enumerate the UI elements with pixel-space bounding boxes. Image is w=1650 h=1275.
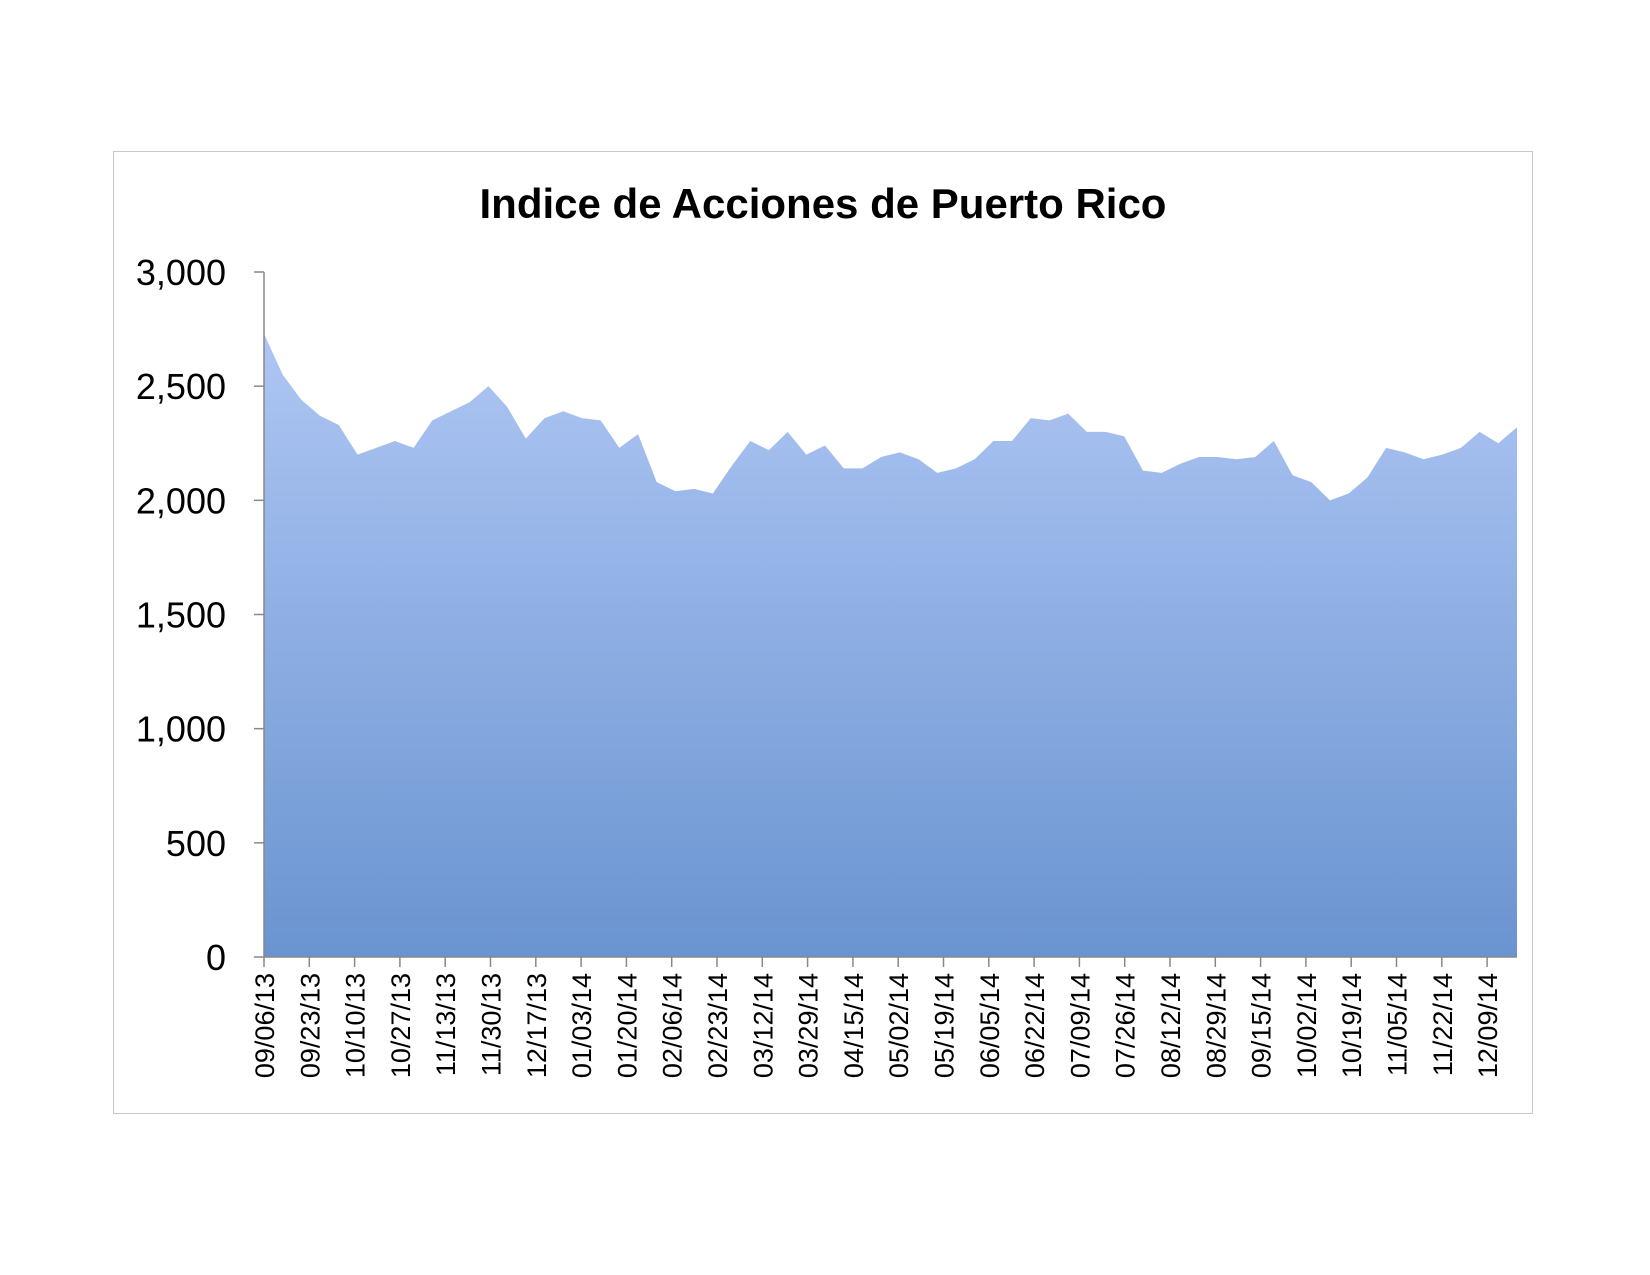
x-tick-label: 04/15/14 (839, 973, 869, 1078)
area-series (264, 333, 1517, 957)
y-tick-label: 500 (166, 823, 226, 864)
x-tick-label: 08/12/14 (1156, 973, 1186, 1078)
area-chart: 0 500 1,000 1,500 2,000 2,500 3,000 09/06/13 09… (136, 252, 1517, 1078)
x-tick-label: 06/22/14 (1020, 973, 1050, 1078)
x-tick-label: 03/29/14 (794, 973, 824, 1078)
x-tick-label: 06/05/14 (975, 973, 1005, 1078)
y-tick-label: 1,000 (136, 709, 226, 750)
x-tick-label: 10/27/13 (386, 973, 416, 1078)
x-tick-label: 10/19/14 (1337, 973, 1367, 1078)
x-tick-label: 09/23/13 (295, 973, 325, 1078)
x-tick-label: 01/03/14 (567, 973, 597, 1078)
x-tick-label: 12/09/14 (1473, 973, 1503, 1078)
x-tick-label: 10/10/13 (341, 973, 371, 1078)
chart-title: Indice de Acciones de Puerto Rico (479, 180, 1167, 227)
chart-frame: Indice de Acciones de Puerto Rico 0 500 1,… (113, 151, 1533, 1114)
y-tick-label: 2,000 (136, 480, 226, 521)
x-tick-label: 09/15/14 (1247, 973, 1277, 1078)
x-tick-label: 11/13/13 (431, 973, 461, 1076)
x-tick-label: 03/12/14 (748, 973, 778, 1078)
x-tick-label: 05/19/14 (930, 973, 960, 1078)
x-tick-label: 09/06/13 (250, 973, 280, 1078)
y-tick-label: 2,500 (136, 366, 226, 407)
y-tick-label: 1,500 (136, 595, 226, 636)
y-tick-label: 0 (206, 937, 226, 978)
x-tick-label: 11/30/13 (477, 973, 507, 1076)
x-tick-label: 02/23/14 (703, 973, 733, 1078)
x-tick-label: 07/26/14 (1111, 973, 1141, 1078)
x-tick-label: 08/29/14 (1201, 973, 1231, 1078)
y-tick-label: 3,000 (136, 252, 226, 293)
x-tick-label: 07/09/14 (1065, 973, 1095, 1078)
x-tick-label: 05/02/14 (884, 973, 914, 1078)
x-tick-label: 11/22/14 (1428, 973, 1458, 1076)
x-tick-label: 10/02/14 (1292, 973, 1322, 1078)
x-tick-label: 02/06/14 (658, 973, 688, 1078)
x-tick-label: 01/20/14 (612, 973, 642, 1078)
x-tick-label: 11/05/14 (1383, 973, 1413, 1076)
x-tick-label: 12/17/13 (522, 973, 552, 1078)
